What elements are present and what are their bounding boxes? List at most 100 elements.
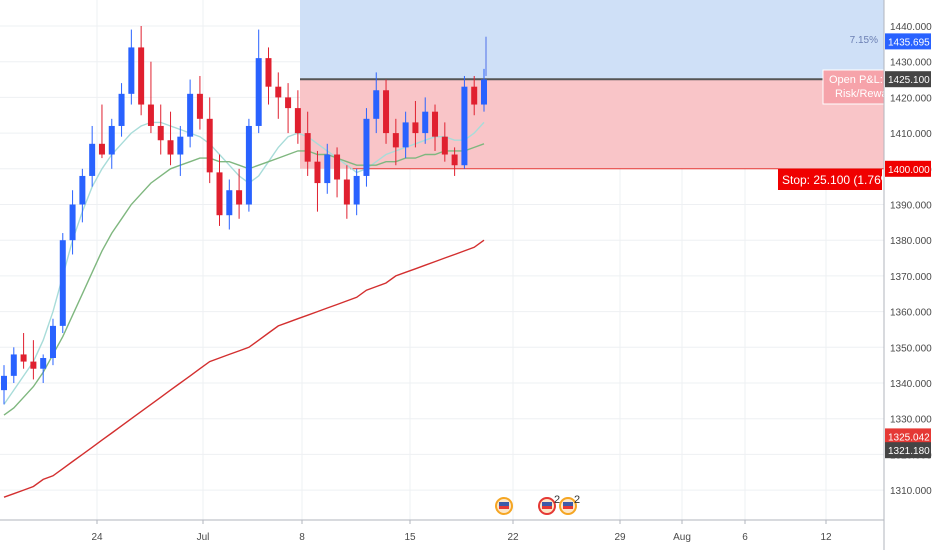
price-label-text: 1321.180 [888,446,930,457]
candle [128,29,135,105]
x-tick-label: 15 [404,532,416,543]
x-tick-labels: 24 Jul 8 15 22 29 Aug 6 12 [91,532,832,543]
price-label-text: 1400.000 [888,165,930,176]
event-marker-count: 2 [574,494,580,506]
candle [147,61,154,134]
event-markers[interactable]: 2 2 [495,494,580,515]
y-tick-label: 1440.000 [890,22,932,33]
candle [422,97,429,144]
position-label-line2: Risk/Rewa [835,88,888,100]
x-tick-label: 24 [91,532,103,543]
price-labels: 1435.695 1425.100 1400.000 1325.042 1321.180 [885,33,931,459]
candle [216,154,223,226]
candle [98,104,105,159]
candle [402,111,409,159]
y-tick-label: 1390.000 [890,201,932,212]
stop-label: Stop: 25.100 (1.76% [782,173,892,187]
candles [1,26,487,405]
candle [441,122,448,162]
candle [353,168,360,216]
position-label-line1: Open P&L: [829,74,883,86]
candle [481,68,487,112]
price-label: 1321.180 [885,442,931,459]
candle [373,72,380,134]
candle [30,340,37,380]
price-label-text: 1435.695 [888,37,930,48]
candle [79,168,86,223]
candle [412,100,419,148]
candle [40,354,47,383]
x-tick-label: Jul [197,532,210,543]
candle [461,75,468,169]
x-tick-label: 22 [507,532,519,543]
position-zones [300,0,884,170]
candle [265,47,272,105]
price-label: 1435.695 [885,33,931,50]
profit-zone[interactable] [300,0,884,80]
y-tick-label: 1370.000 [890,272,932,283]
x-tick-label: 8 [299,532,305,543]
axes [0,0,885,550]
position-label-box [822,69,886,105]
event-marker-icon[interactable]: 2 [559,494,580,515]
y-tick-label: 1420.000 [890,93,932,104]
x-tick-label: 6 [742,532,748,543]
event-marker-icon[interactable]: 2 [538,494,560,515]
position-overlay: 7.15% Open P&L: Risk/Rewa Stop: 25.100 (… [778,35,892,190]
candle [157,104,164,155]
moving-average-line [3,143,485,416]
loss-zone[interactable] [300,79,884,169]
candle [275,72,282,119]
stop-label-box [778,169,882,190]
candle [471,75,478,116]
candle [108,118,115,169]
price-label-text: 1325.042 [888,432,930,443]
candle [20,333,27,369]
y-tick-labels: 1310.0001320.0001330.0001340.0001350.000… [890,22,932,497]
y-tick-label: 1410.000 [890,129,932,140]
candle [59,233,66,334]
candle [206,97,213,184]
candle [255,29,262,134]
moving-average-line [3,239,485,498]
candle [343,165,350,219]
moving-averages [3,121,485,498]
event-marker-count: 2 [554,494,560,506]
price-label: 1425.100 [885,71,931,88]
price-label: 1400.000 [885,160,931,177]
candle [236,168,243,219]
y-tick-label: 1380.000 [890,236,932,247]
candle [285,83,292,134]
candle [196,75,203,130]
candle [324,143,331,194]
candle [118,83,125,137]
candle [314,150,321,212]
candle [383,79,390,144]
candle [167,111,174,166]
candle [177,125,184,176]
price-label-text: 1425.100 [888,75,930,86]
x-tick-label: 12 [820,532,832,543]
y-tick-label: 1360.000 [890,308,932,319]
y-tick-label: 1330.000 [890,415,932,426]
x-tick-label: 29 [614,532,626,543]
candle [451,147,458,176]
candle [392,118,399,166]
candle [334,147,341,198]
moving-average-line [3,121,485,405]
candle [294,90,301,144]
candle [89,125,96,187]
y-tick-label: 1350.000 [890,343,932,354]
candle [304,111,311,176]
target-percent: 7.15% [850,35,878,46]
price-label: 1325.042 [885,428,931,445]
candle [432,104,439,151]
x-tick-label: Aug [673,532,691,543]
candle [138,26,145,116]
y-tick-label: 1430.000 [890,58,932,69]
y-tick-label: 1340.000 [890,379,932,390]
candle [69,190,76,255]
candle [1,365,7,405]
event-marker-icon[interactable] [495,497,513,515]
